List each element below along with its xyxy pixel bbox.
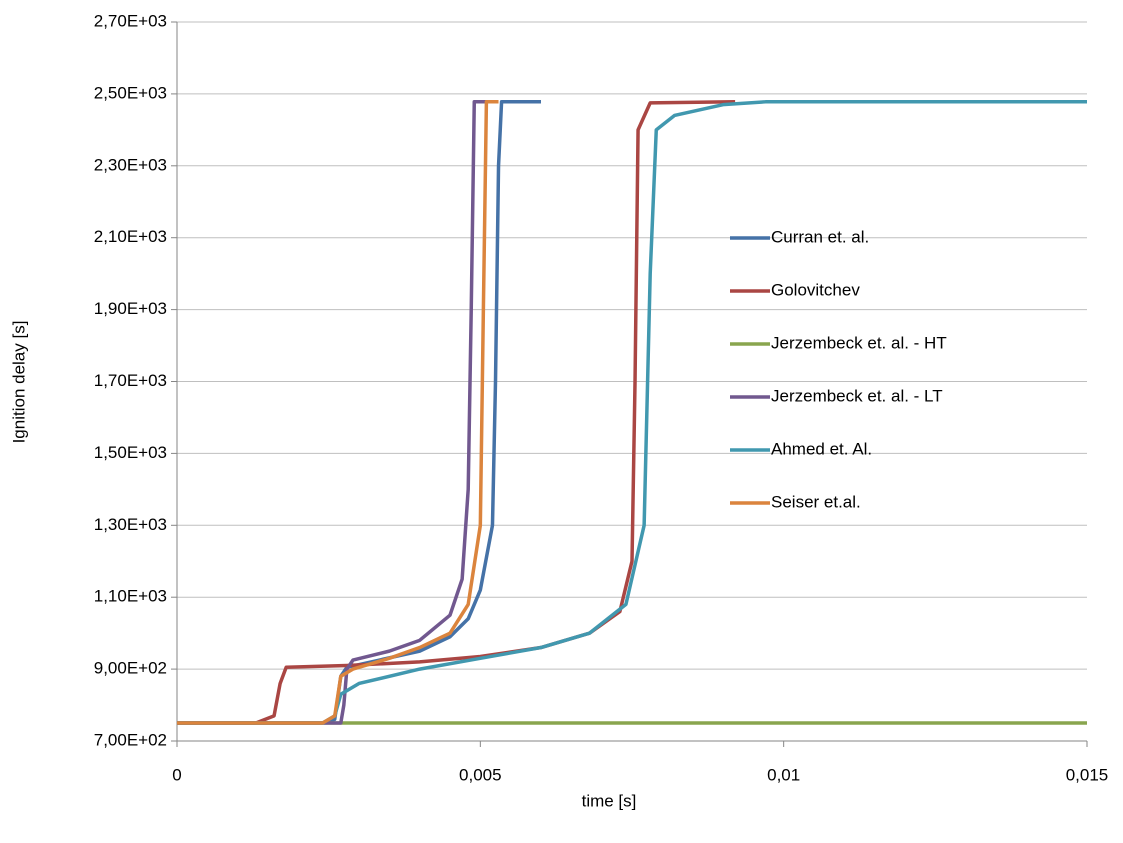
x-tick-label: 0,005 (459, 765, 502, 784)
legend-label: Golovitchev (771, 280, 860, 299)
y-tick-label: 2,10E+03 (94, 227, 167, 246)
y-tick-label: 1,90E+03 (94, 299, 167, 318)
y-tick-label: 2,30E+03 (94, 155, 167, 174)
legend-label: Curran et. al. (771, 227, 869, 246)
y-tick-label: 2,50E+03 (94, 83, 167, 102)
x-axis-label: time [s] (582, 791, 637, 810)
legend-label: Ahmed et. Al. (771, 439, 872, 458)
y-tick-label: 9,00E+02 (94, 659, 167, 678)
legend-label: Jerzembeck et. al. - LT (771, 386, 943, 405)
y-tick-label: 1,10E+03 (94, 587, 167, 606)
series-line (177, 100, 487, 725)
x-tick-label: 0,015 (1066, 765, 1109, 784)
y-tick-label: 2,70E+03 (94, 11, 167, 30)
legend-label: Seiser et.al. (771, 492, 861, 511)
series-line (177, 100, 499, 725)
y-tick-label: 1,50E+03 (94, 443, 167, 462)
series-line (177, 100, 1087, 725)
y-axis-label: Ignition delay [s] (9, 321, 28, 444)
y-tick-label: 1,30E+03 (94, 515, 167, 534)
x-tick-label: 0,01 (767, 765, 800, 784)
y-tick-label: 1,70E+03 (94, 371, 167, 390)
legend-label: Jerzembeck et. al. - HT (771, 333, 947, 352)
y-tick-label: 7,00E+02 (94, 730, 167, 749)
x-tick-label: 0 (172, 765, 181, 784)
